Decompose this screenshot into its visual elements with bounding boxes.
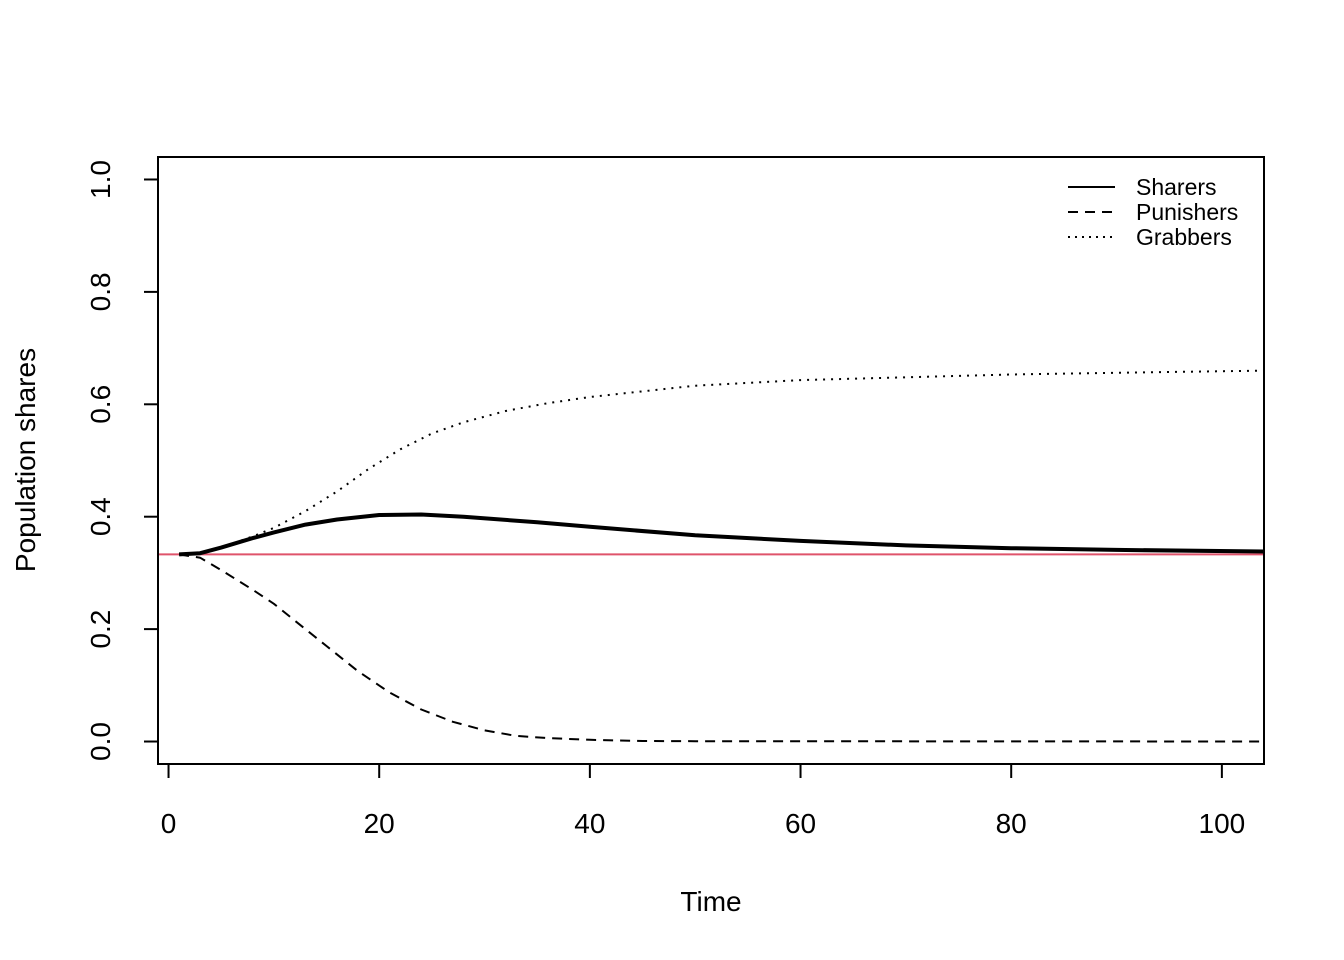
y-tick-label: 0.4	[85, 497, 116, 536]
y-tick-label: 0.6	[85, 385, 116, 424]
x-axis-label: Time	[680, 886, 741, 917]
legend-label-punishers: Punishers	[1136, 199, 1238, 225]
x-tick-label: 80	[996, 808, 1027, 839]
y-tick-label: 0.0	[85, 722, 116, 761]
x-tick-label: 20	[364, 808, 395, 839]
series-line-sharers	[178, 512, 1264, 557]
legend-label-grabbers: Grabbers	[1136, 224, 1232, 250]
y-tick-label: 1.0	[85, 160, 116, 199]
x-tick-label: 0	[161, 808, 177, 839]
x-tick-label: 40	[574, 808, 605, 839]
plot-frame	[157, 156, 1265, 765]
y-tick-label: 0.2	[85, 610, 116, 649]
y-axis: 0.0 0.2 0.4 0.6 0.8 1.0	[85, 160, 159, 761]
plot-lines	[158, 369, 1264, 743]
legend-label-sharers: Sharers	[1136, 174, 1217, 200]
x-tick-label: 100	[1199, 808, 1246, 839]
y-tick-label: 0.8	[85, 272, 116, 311]
series-line-grabbers	[179, 369, 1264, 556]
series-line-punishers	[178, 553, 1264, 743]
x-axis: 0 20 40 60 80 100	[161, 763, 1246, 839]
x-tick-label: 60	[785, 808, 816, 839]
y-axis-label: Population shares	[10, 348, 41, 572]
